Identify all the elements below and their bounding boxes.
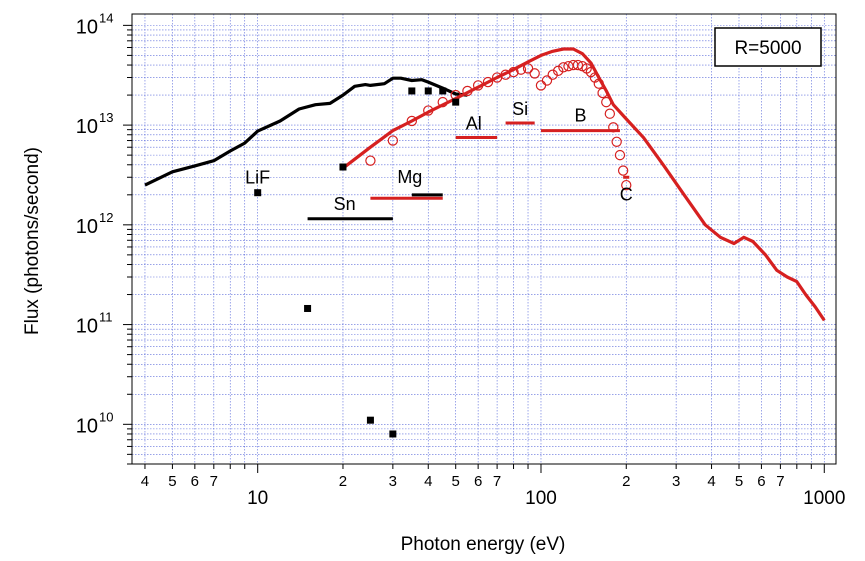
- x-tick-label-minor: 7: [776, 473, 784, 490]
- x-tick-label-minor: 5: [168, 473, 176, 490]
- plot-background: [132, 14, 836, 464]
- y-tick-exponent: 10: [99, 409, 113, 424]
- data-point: [547, 69, 558, 80]
- data-point: [508, 66, 519, 78]
- y-tick-label: 10: [76, 116, 98, 138]
- y-tick-exponent: 12: [99, 210, 113, 225]
- grid: [132, 14, 836, 465]
- x-tick-label-minor: 5: [735, 473, 743, 490]
- filter-b: B: [540, 106, 620, 133]
- data-point: [552, 65, 564, 77]
- x-axis: 4 5 6 7 2 3 4 5 6 7 2 3 4 5 6 710 100 1000: [141, 464, 845, 509]
- y-tick-exponent: 14: [99, 10, 113, 25]
- data-point: [339, 163, 347, 171]
- series-3: [254, 87, 460, 438]
- data-point: [621, 179, 632, 191]
- legend-label: R=5000: [734, 38, 801, 59]
- data-point: [389, 430, 397, 438]
- data-point: [611, 136, 622, 148]
- y-tick-exponent: 11: [99, 310, 113, 325]
- data-point: [541, 75, 553, 86]
- filter-al: Al: [455, 114, 498, 140]
- series-2: [365, 59, 632, 191]
- plot-frame: [131, 13, 837, 465]
- filter-label: Si: [512, 99, 528, 119]
- data-point: [408, 87, 416, 95]
- x-tick-label-minor: 2: [622, 473, 630, 490]
- data-point: [558, 62, 569, 73]
- x-tick-label-minor: 6: [191, 473, 199, 490]
- filter-lif: LiF: [245, 168, 270, 188]
- filter-label: Sn: [334, 194, 356, 214]
- x-tick-label: 10: [247, 488, 268, 509]
- series-line: [144, 76, 468, 187]
- data-point: [482, 76, 494, 88]
- data-point: [462, 85, 473, 97]
- data-point: [617, 165, 629, 176]
- y-tick-label: 10: [76, 316, 98, 338]
- series-0: [144, 76, 468, 187]
- legend-box: R=5000: [714, 27, 822, 67]
- data-point: [522, 63, 534, 74]
- filter-mg: Mg: [397, 167, 443, 197]
- data-point: [365, 155, 376, 166]
- filter-si: Si: [505, 99, 535, 125]
- data-point: [572, 59, 584, 71]
- data-point: [472, 80, 484, 91]
- filter-label: LiF: [245, 168, 270, 188]
- x-tick-label: 100: [525, 488, 557, 509]
- y-tick-exponent: 13: [99, 110, 113, 125]
- x-tick-label-minor: 4: [141, 473, 149, 490]
- x-tick-label-minor: 7: [210, 473, 218, 490]
- x-tick-label-minor: 7: [493, 473, 501, 490]
- x-tick-label: 1000: [803, 488, 845, 509]
- data-point: [452, 98, 460, 106]
- x-tick-label-minor: 3: [672, 473, 680, 490]
- x-tick-label-minor: 3: [389, 473, 397, 490]
- y-tick-label: 10: [76, 16, 98, 38]
- data-point: [437, 96, 448, 108]
- data-point: [387, 135, 399, 146]
- data-point: [593, 78, 605, 89]
- filter-layer: LiF Sn Mg Al Si B C: [245, 99, 633, 221]
- filter-label: Mg: [397, 167, 422, 187]
- data-point: [424, 87, 432, 95]
- x-tick-label-minor: 4: [424, 473, 432, 490]
- filter-label: Al: [466, 114, 482, 134]
- data-point: [529, 68, 540, 79]
- x-tick-label-minor: 6: [757, 473, 765, 490]
- filter-label: B: [574, 106, 586, 126]
- y-tick-label: 10: [76, 216, 98, 238]
- filter-c: C: [620, 175, 633, 204]
- data-point: [614, 149, 626, 161]
- filter-sn: Sn: [307, 194, 393, 221]
- data-point: [406, 115, 418, 127]
- data-point: [423, 105, 434, 116]
- data-point: [515, 64, 527, 75]
- data-point: [601, 96, 612, 108]
- y-tick-label: 10: [76, 415, 98, 437]
- data-point: [254, 189, 262, 197]
- data-point: [439, 87, 447, 95]
- data-point: [604, 108, 616, 119]
- y-axis-label: Flux (photons/second): [22, 147, 43, 335]
- filter-label: C: [620, 184, 633, 204]
- x-tick-label-minor: 5: [452, 473, 460, 490]
- x-axis-label: Photon energy (eV): [401, 534, 566, 555]
- x-tick-label-minor: 6: [474, 473, 482, 490]
- data-point: [366, 416, 374, 424]
- x-tick-label-minor: 4: [707, 473, 715, 490]
- series-layer: [144, 47, 826, 438]
- data-point: [597, 87, 608, 99]
- data-point: [304, 304, 312, 312]
- x-tick-label-minor: 2: [339, 473, 347, 490]
